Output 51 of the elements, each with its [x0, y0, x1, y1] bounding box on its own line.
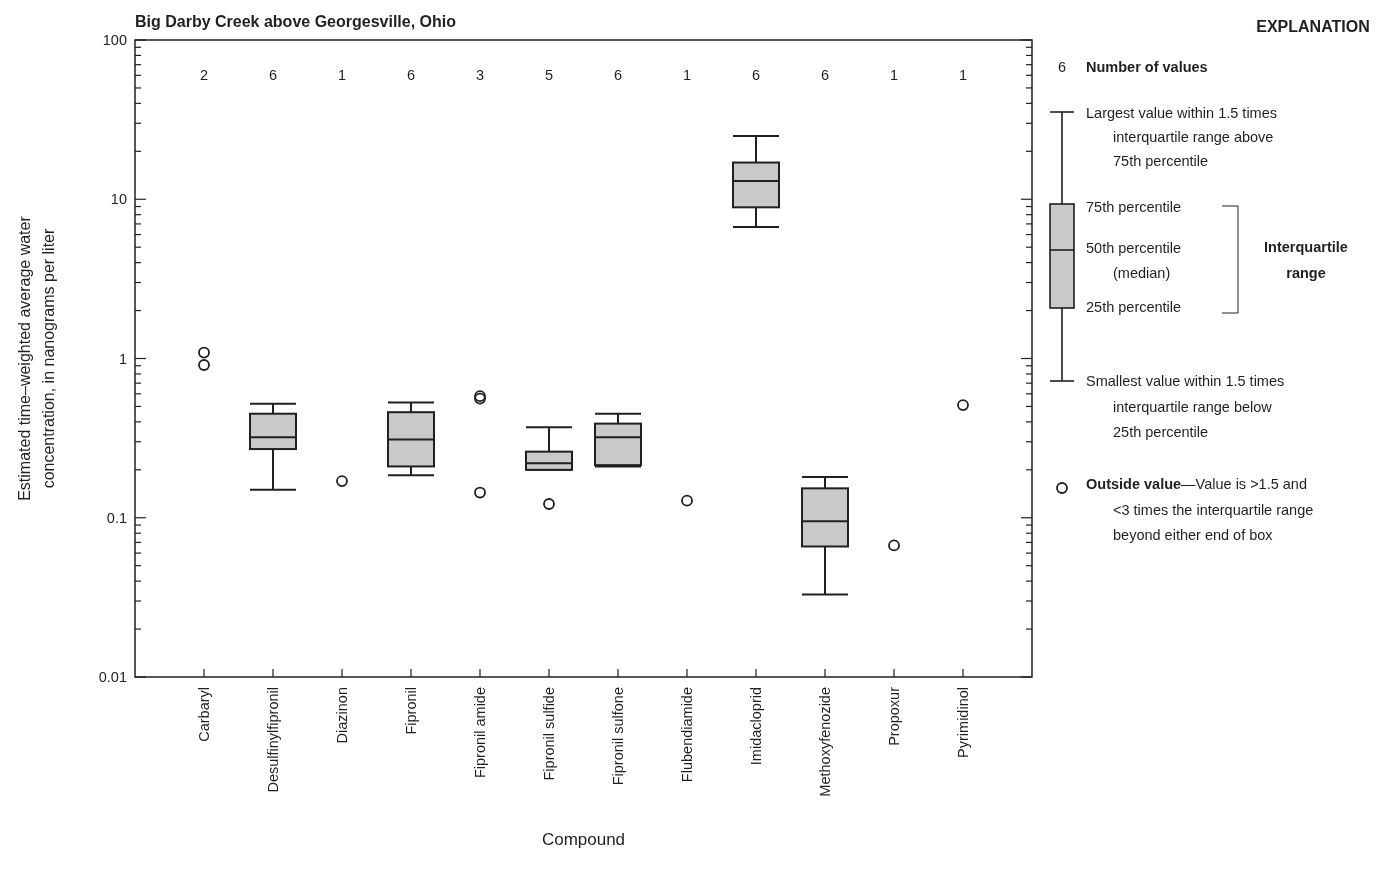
text: beyond either end of box	[1113, 527, 1274, 543]
annotation: 5	[544, 67, 554, 83]
x-tick-label: Fipronil sulfide	[541, 687, 557, 781]
y-tick-label: 1	[118, 350, 127, 367]
annotation: 1	[889, 67, 899, 83]
x-tick-label: Carbaryl	[196, 687, 212, 742]
x-tick-label: Methoxyfenozide	[817, 687, 833, 797]
text: Outside value	[1086, 476, 1182, 492]
text: 75th percentile	[1113, 153, 1209, 169]
y-tick-label: 100	[102, 32, 127, 48]
annotation: 1	[682, 67, 692, 83]
text: range	[1286, 265, 1326, 281]
annotation: 6	[751, 67, 761, 83]
annotation: 6	[268, 67, 278, 83]
text: 25th percentile	[1086, 299, 1182, 315]
annotation: 2	[199, 67, 209, 83]
annotation: 6	[406, 67, 416, 83]
annotation: 6	[613, 67, 623, 83]
x-axis-title: Compound	[541, 830, 626, 849]
text: interquartile range below	[1113, 399, 1273, 415]
x-tick-label: Imidacloprid	[748, 687, 764, 766]
text: 25th percentile	[1113, 424, 1209, 440]
annotation: 1	[337, 67, 347, 83]
y-tick-label: 10	[110, 191, 127, 208]
annotation: 1	[958, 67, 968, 83]
y-tick-label: 0.1	[106, 509, 127, 526]
x-tick-label: Flubendiamide	[679, 687, 695, 783]
x-tick-label: Fipronil	[403, 687, 419, 735]
text: 75th percentile	[1086, 199, 1182, 215]
x-tick-label: Desulfinylfipronil	[265, 687, 281, 793]
x-tick-label: Pyrimidinol	[955, 687, 971, 758]
text: 6	[1057, 59, 1067, 75]
legend-title: EXPLANATION	[1256, 18, 1370, 35]
annotation: 3	[475, 67, 485, 83]
x-tick-label: Propoxur	[886, 686, 902, 746]
text: interquartile range above	[1113, 129, 1274, 145]
text: Smallest value within 1.5 times	[1086, 373, 1285, 389]
text: 50th percentile	[1086, 240, 1182, 256]
text: —Value is >1.5 and	[1181, 476, 1307, 492]
text: Interquartile	[1264, 239, 1348, 255]
y-tick-label: 0.01	[98, 669, 127, 685]
x-tick-label: Diazinon	[334, 687, 350, 744]
text: Largest value within 1.5 times	[1086, 105, 1278, 121]
y-axis-title: Estimated time–weighted average water concentration, in nanograms per liter	[16, 215, 57, 501]
text: (median)	[1113, 265, 1171, 281]
x-tick-label: Fipronil sulfone	[610, 687, 626, 786]
x-tick-label: Fipronil amide	[472, 687, 488, 779]
chart-title: Big Darby Creek above Georgesville, Ohio	[135, 13, 457, 30]
annotation: 6	[820, 67, 830, 83]
text: Number of values	[1086, 59, 1208, 75]
text: <3 times the interquartile range	[1113, 502, 1314, 518]
